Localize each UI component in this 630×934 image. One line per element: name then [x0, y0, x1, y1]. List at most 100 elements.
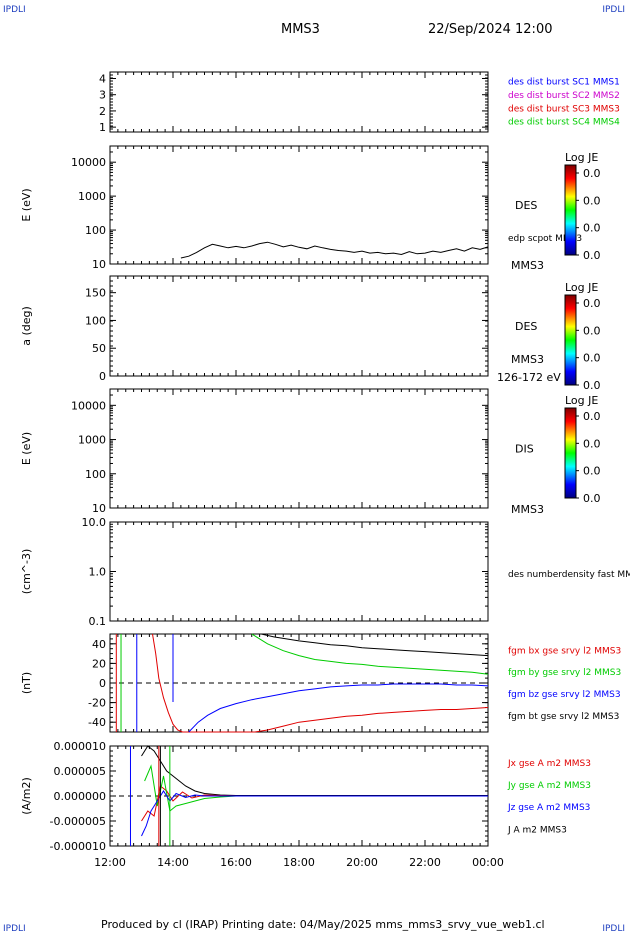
dis-energy-colorbar-tick-label: 0.0: [583, 410, 601, 423]
current-ytick-label: 0.000010: [54, 740, 107, 753]
des-energy-frame: [109, 145, 489, 265]
pitch-angle-colorbar-tick-label: 0.0: [583, 352, 601, 365]
density-ytick-label: 0.1: [89, 615, 107, 628]
fgm-ytick-label: 40: [92, 638, 106, 651]
des-energy-series-line: [180, 241, 489, 259]
current-legend-entry: Jx gse A m2 MMS3: [507, 759, 591, 769]
density-frame: [109, 521, 489, 622]
des-energy-colorbar-tick-label: 0.0: [583, 249, 601, 262]
x-tick-label: 16:00: [220, 856, 252, 869]
dis-energy-colorbar-tick-label: 0.0: [583, 465, 601, 478]
fgm-series-line: [261, 633, 489, 657]
burst-ytick-label: 1: [99, 121, 106, 134]
fgm-ylabel: (nT): [20, 672, 33, 694]
des-energy-overlay-label: edp scpot MMS3: [508, 234, 582, 244]
datetime-title: 22/Sep/2024 12:00: [428, 22, 553, 37]
pitch-angle-ylabel: a (deg): [20, 306, 33, 346]
des-energy-colorbar: [564, 164, 577, 256]
density-ytick-label: 1.0: [89, 566, 107, 579]
pitch-angle-frame: [109, 275, 489, 377]
dis-energy-ytick-label: 10: [92, 502, 106, 515]
fgm-ytick-label: 0: [99, 677, 106, 690]
dis-energy-frame: [109, 388, 489, 509]
pitch-angle-ytick-label: 100: [85, 314, 106, 327]
pitch-angle-colorbar-tick-label: 0.0: [583, 297, 601, 310]
density-legend-entry: des numberdensity fast MMS3: [508, 570, 630, 580]
current-ytick-label: -0.000005: [50, 815, 106, 828]
pitch-angle-ytick-label: 0: [99, 370, 106, 383]
x-tick-label: 14:00: [157, 856, 189, 869]
des-energy-colorbar-tick-label: 0.0: [583, 222, 601, 235]
dis-energy-colorbar-title: Log JE: [565, 394, 598, 407]
footer-credits: Produced by cl (IRAP) Printing date: 04/…: [101, 918, 545, 931]
pitch-angle-colorbar-title: Log JE: [565, 281, 598, 294]
density-ylabel: (cm^-3): [20, 549, 33, 595]
pitch-angle-ytick-label: 50: [92, 342, 106, 355]
current-legend-entry: J A m2 MMS3: [507, 825, 567, 835]
fgm-legend-entry: fgm bx gse srvy l2 MMS3: [508, 646, 621, 656]
x-tick-label: 00:00: [472, 856, 504, 869]
des-energy-instrument-label: DES: [515, 199, 537, 212]
pitch-angle-instrument-label: DES: [515, 320, 537, 333]
dis-energy-instrument-label: DIS: [515, 443, 534, 456]
burst-ytick-label: 4: [99, 72, 106, 85]
current-legend-entry: Jz gse A m2 MMS3: [507, 803, 590, 813]
burst-legend-entry: des dist burst SC1 MMS1: [508, 78, 620, 88]
current-ytick-label: -0.000010: [50, 840, 106, 853]
corner-label-bottom-right: IPDLI: [602, 924, 625, 934]
fgm-series-line: [152, 633, 489, 733]
fgm-legend-entry: fgm bt gse srvy l2 MMS3: [508, 712, 619, 722]
burst-ytick-label: 3: [99, 89, 106, 102]
burst-legend-entry: des dist burst SC3 MMS3: [508, 104, 620, 114]
dis-energy-colorbar-tick-label: 0.0: [583, 492, 601, 505]
fgm-series-line: [251, 633, 489, 675]
dis-energy-ylabel: E (eV): [20, 432, 33, 465]
des-energy-ytick-label: 1000: [78, 190, 106, 203]
dis-energy-ytick-label: 100: [85, 468, 106, 481]
dis-energy-ytick-label: 1000: [78, 434, 106, 447]
burst-frame: [109, 71, 489, 133]
current-ytick-label: 0.000000: [54, 790, 107, 803]
pitch-angle-ytick-label: 150: [85, 287, 106, 300]
current-series-line: [144, 764, 488, 812]
burst-legend-entry: des dist burst SC2 MMS2: [508, 91, 620, 101]
density-ytick-label: 10.0: [82, 516, 107, 529]
x-tick-label: 18:00: [283, 856, 315, 869]
x-tick-label: 12:00: [94, 856, 126, 869]
current-series-line: [141, 745, 488, 796]
corner-label-top-left: IPDLI: [3, 5, 26, 15]
des-energy-ytick-label: 10000: [71, 156, 106, 169]
pitch-angle-colorbar: [564, 294, 577, 386]
fgm-series-line: [188, 683, 489, 733]
spacecraft-title: MMS3: [281, 22, 320, 37]
dis-energy-ytick-label: 10000: [71, 399, 106, 412]
pitch-angle-energy-range-label: 126-172 eV: [497, 371, 561, 384]
corner-label-bottom-left: IPDLI: [3, 924, 26, 934]
fgm-legend-entry: fgm by gse srvy l2 MMS3: [508, 668, 621, 678]
burst-ytick-label: 2: [99, 105, 106, 118]
current-series-line: [141, 785, 488, 822]
current-series-line: [141, 790, 488, 837]
des-energy-colorbar-title: Log JE: [565, 151, 598, 164]
dis-energy-colorbar-tick-label: 0.0: [583, 437, 601, 450]
current-legend-entry: Jy gse A m2 MMS3: [507, 781, 591, 791]
corner-label-top-right: IPDLI: [602, 5, 625, 15]
des-energy-ytick-label: 10: [92, 258, 106, 271]
current-ytick-label: 0.000005: [54, 765, 107, 778]
des-energy-ytick-label: 100: [85, 224, 106, 237]
pitch-angle-colorbar-tick-label: 0.0: [583, 324, 601, 337]
x-tick-label: 22:00: [409, 856, 441, 869]
fgm-ytick-label: 20: [92, 657, 106, 670]
des-energy-ylabel: E (eV): [20, 188, 33, 221]
fgm-ytick-label: -40: [88, 716, 106, 729]
des-energy-colorbar-tick-label: 0.0: [583, 167, 601, 180]
pitch-angle-spacecraft-label: MMS3: [511, 353, 544, 366]
des-energy-spacecraft-label: MMS3: [511, 259, 544, 272]
fgm-legend-entry: fgm bz gse srvy l2 MMS3: [508, 690, 621, 700]
burst-legend-entry: des dist burst SC4 MMS4: [508, 118, 620, 128]
x-tick-label: 20:00: [346, 856, 378, 869]
current-ylabel: (A/m2): [20, 777, 33, 815]
dis-energy-spacecraft-label: MMS3: [511, 503, 544, 516]
pitch-angle-colorbar-tick-label: 0.0: [583, 379, 601, 392]
